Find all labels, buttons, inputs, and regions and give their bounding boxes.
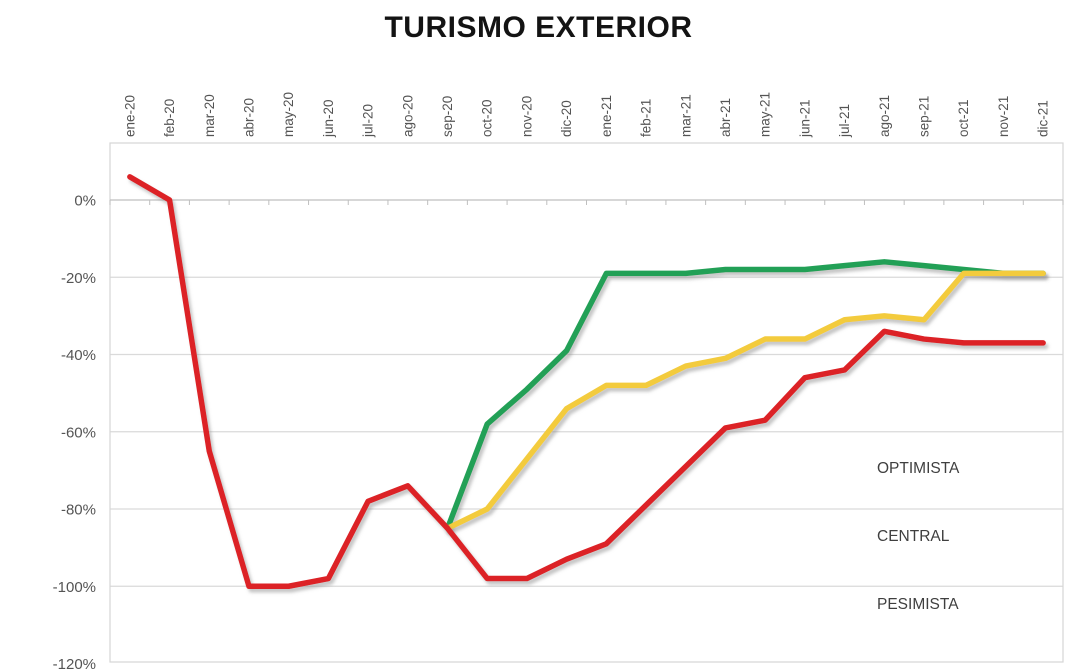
x-axis-label: ago-21 [877,95,892,137]
x-axis-label: jun-21 [797,99,812,138]
y-axis-label: 0% [74,193,96,210]
x-axis-label: oct-20 [480,99,495,137]
x-axis-label: jul-21 [837,104,852,138]
x-axis-label: abr-20 [241,98,256,137]
series-optimista-line [444,259,1046,532]
x-axis-label: may-21 [758,92,773,137]
legend-label-pesimista: PESIMISTA [877,596,959,613]
y-axis-label: -20% [61,270,96,287]
series-pesimista-line [127,174,1046,589]
y-axis-label: -100% [53,579,96,596]
x-axis-label: dic-20 [559,100,574,137]
x-axis-label: abr-21 [718,98,733,137]
x-axis-label: nov-21 [996,96,1011,137]
x-axis-label: mar-21 [678,94,693,137]
x-axis-label: jul-20 [361,104,376,138]
x-axis-label: feb-20 [162,99,177,137]
y-axis-label: -40% [61,347,96,364]
plot-border [109,142,1064,663]
x-axis-label: jun-20 [321,99,336,138]
x-axis-label: ago-20 [400,95,415,137]
chart-title: TURISMO EXTERIOR [384,11,693,44]
x-axis-label: sep-21 [917,96,932,137]
x-axis-label: ene-20 [122,95,137,137]
x-axis-label: mar-20 [202,94,217,137]
y-axis-label: -80% [61,502,96,519]
x-axis-label: ene-21 [599,95,614,137]
x-axis-label: feb-21 [639,99,654,137]
x-axis-label: may-20 [281,92,296,137]
x-axis-label: dic-21 [1036,100,1051,137]
x-axis-label: oct-21 [956,99,971,137]
legend-label-optimista: OPTIMISTA [877,460,960,477]
legend-label-central: CENTRAL [877,528,950,545]
x-axis-label: sep-20 [440,96,455,137]
y-axis-label: -60% [61,424,96,441]
y-axis-label: -120% [53,656,96,669]
x-axis-label: nov-20 [519,96,534,137]
series-central-line [444,270,1046,532]
